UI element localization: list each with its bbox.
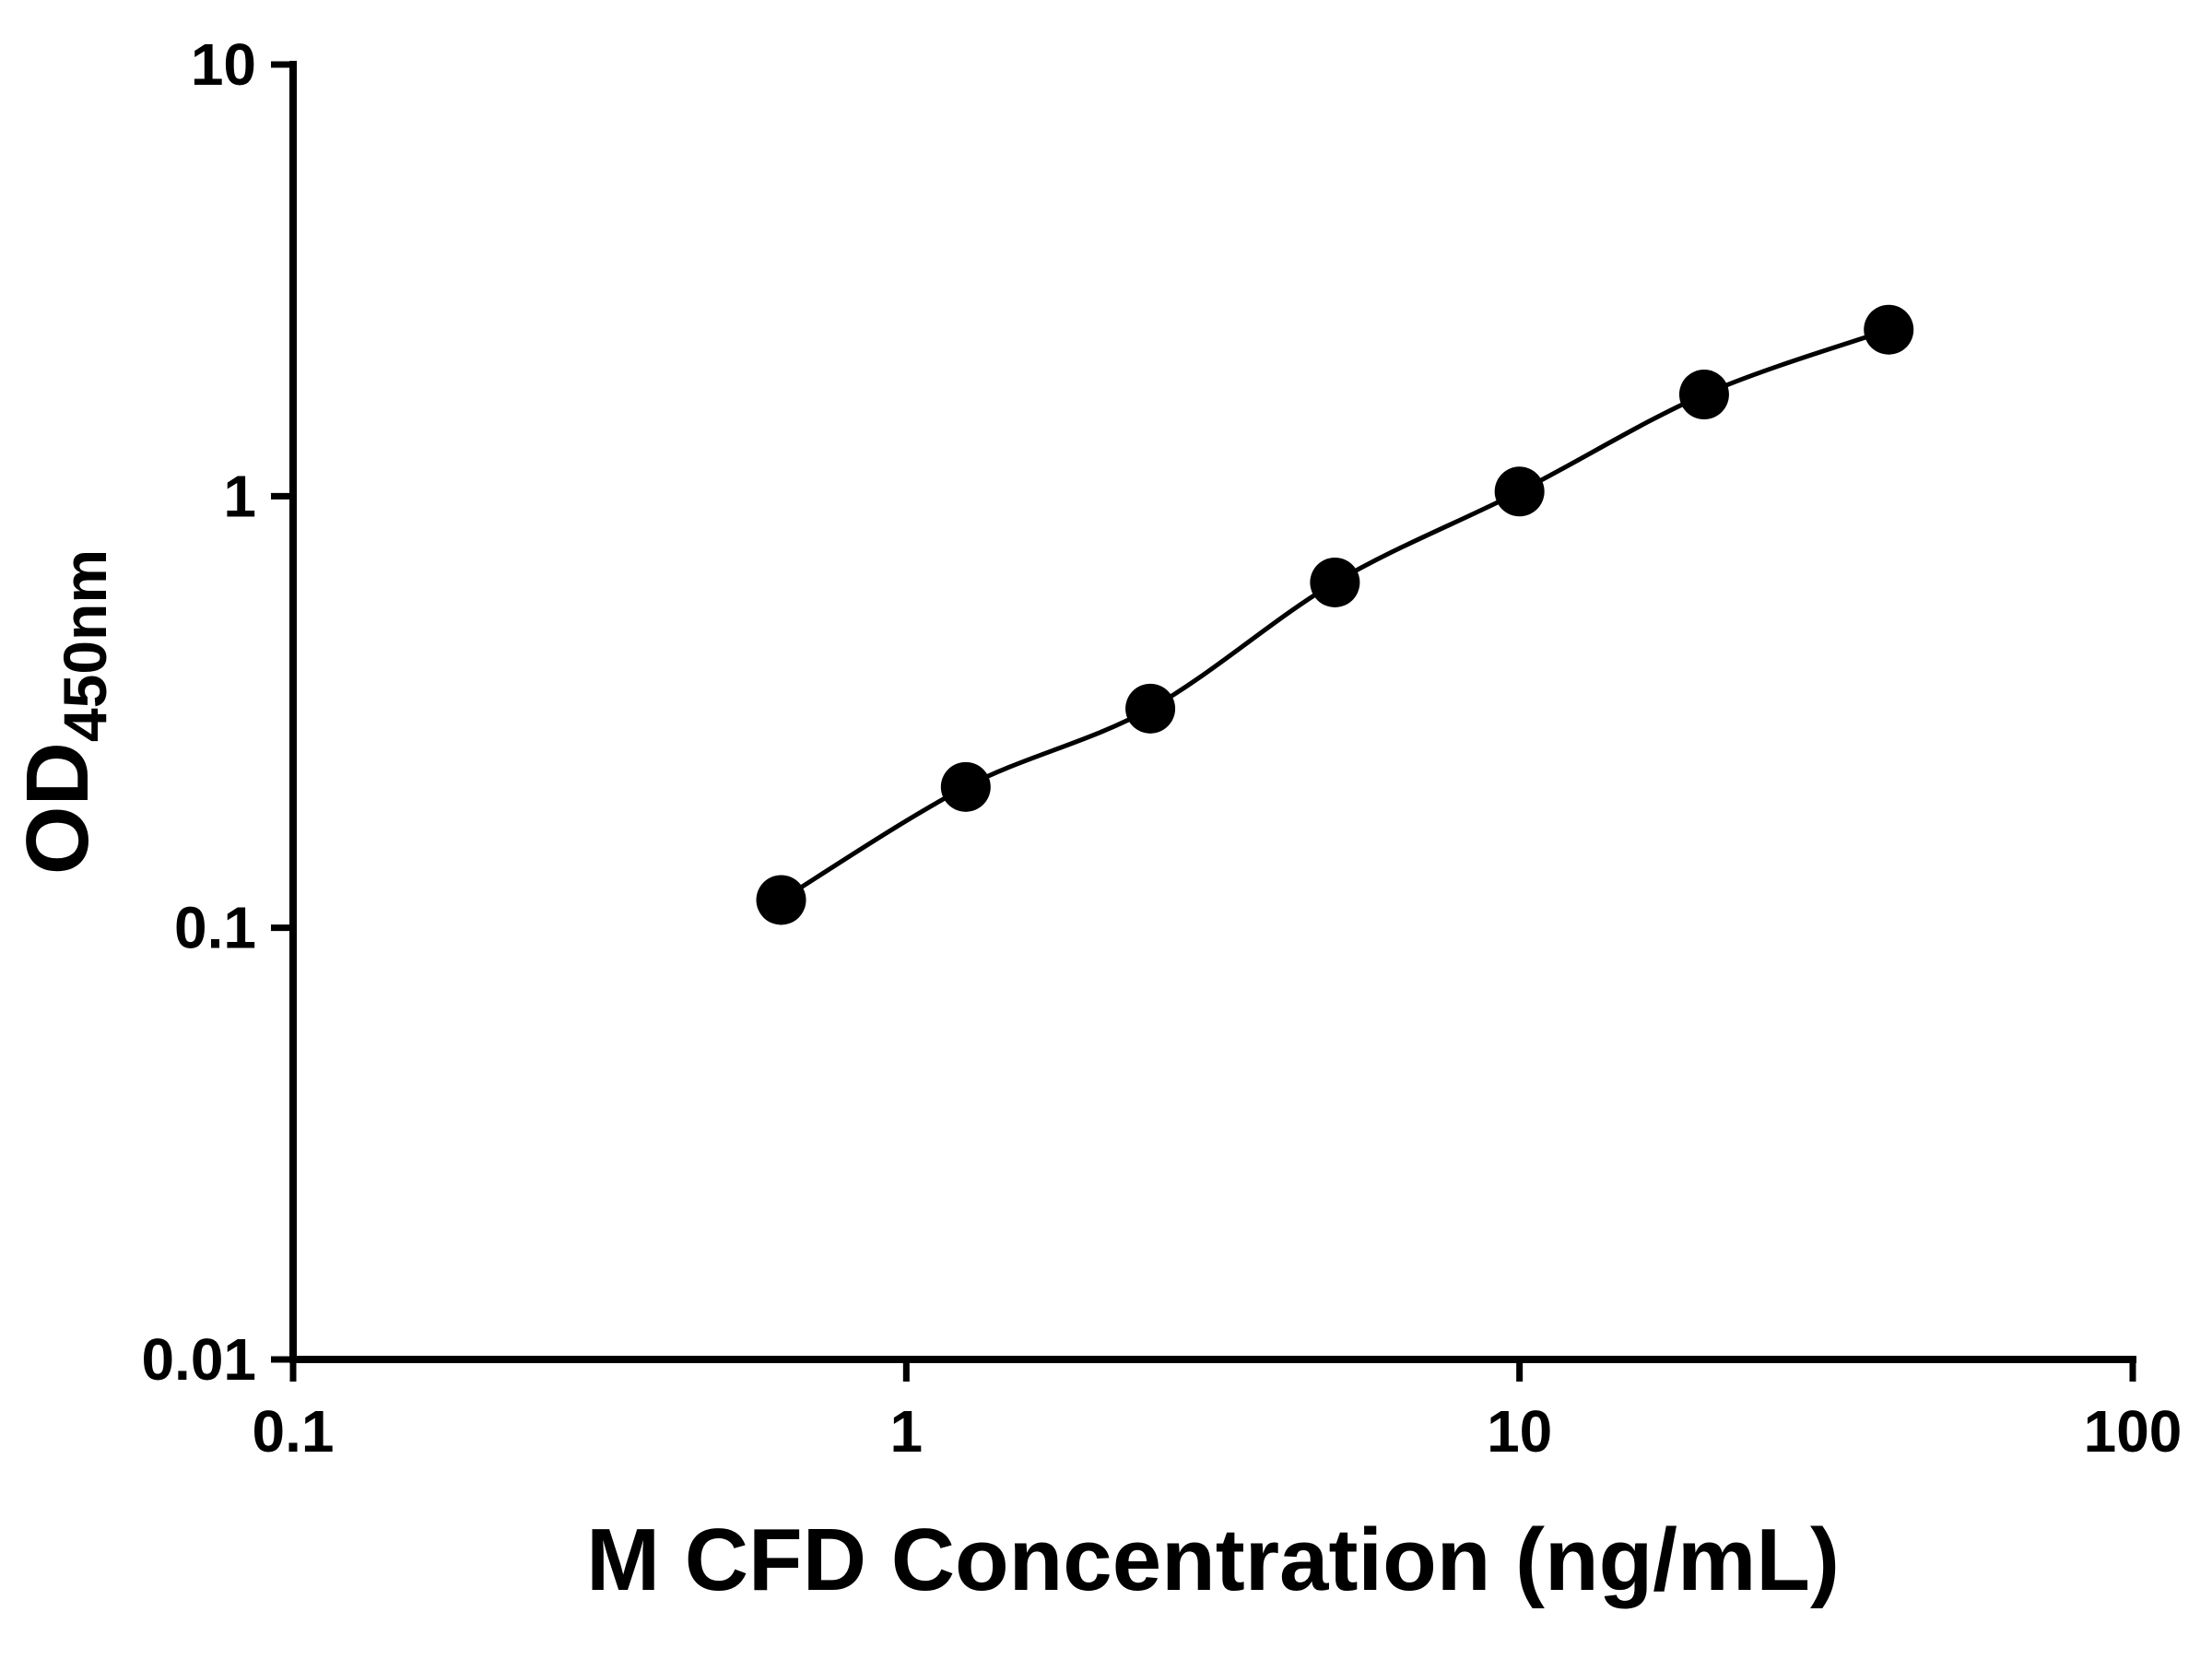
y-tick-label: 10 [191, 31, 256, 98]
x-axis-title: M CFD Concentration (ng/mL) [586, 1511, 1840, 1609]
x-tick-label: 1 [890, 1398, 924, 1465]
y-tick-label: 0.1 [174, 895, 256, 961]
y-axis-ticks: 0.01 0.1 1 10 [141, 31, 293, 1393]
y-axis-title: OD450nm [8, 549, 119, 875]
data-point [1864, 304, 1914, 355]
data-point [940, 761, 991, 812]
data-point [756, 875, 806, 925]
data-point [1678, 370, 1729, 420]
y-tick-label: 0.01 [141, 1326, 256, 1393]
data-point [1125, 683, 1176, 734]
x-tick-label: 0.1 [253, 1398, 335, 1465]
data-points [756, 304, 1914, 925]
x-tick-label: 10 [1487, 1398, 1552, 1465]
x-tick-label: 100 [2084, 1398, 2183, 1465]
standard-curve-line [780, 327, 1890, 902]
y-tick-label: 1 [223, 463, 256, 529]
data-point [1310, 557, 1360, 607]
data-point [1494, 466, 1545, 517]
y-axis-title-main: OD [8, 742, 107, 875]
y-axis-title-subscript: 450nm [51, 549, 119, 742]
x-axis-ticks: 0.1 1 10 100 [253, 1359, 2183, 1465]
axes-frame [289, 61, 2136, 1363]
